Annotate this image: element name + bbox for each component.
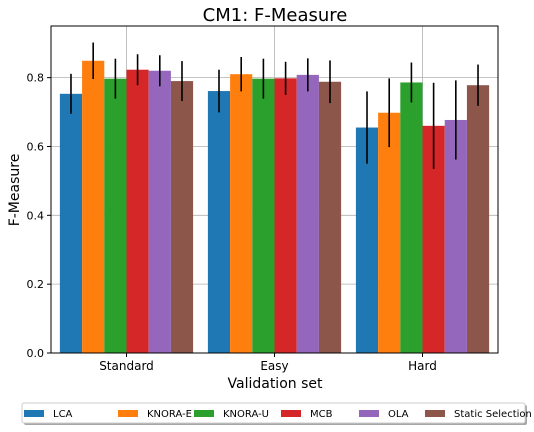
- bar-ola-standard: [148, 70, 171, 353]
- legend-swatch: [281, 410, 301, 417]
- y-tick-label: 0.2: [27, 278, 45, 291]
- bar-knora-e-hard: [378, 112, 401, 353]
- y-tick-label: 0.4: [27, 209, 45, 222]
- bar-lca-hard: [355, 127, 379, 353]
- x-ticks: Standard Easy Hard: [99, 353, 437, 373]
- y-tick-label: 0.6: [27, 140, 45, 153]
- bar-knora-u-hard: [400, 82, 423, 353]
- x-tick-label: Standard: [99, 359, 154, 373]
- legend-label: Static Selection: [454, 409, 532, 420]
- bar-knora-e-easy: [230, 74, 253, 353]
- y-ticks: 0.0 0.2 0.4 0.6 0.8: [27, 72, 51, 360]
- legend-label: MCB: [310, 409, 333, 420]
- bar-knora-u-standard: [104, 78, 127, 353]
- bar-lca-easy: [207, 91, 231, 353]
- chart-title: CM1: F-Measure: [203, 5, 348, 26]
- bar-mcb-hard: [422, 125, 445, 354]
- x-tick-label: Easy: [260, 359, 288, 373]
- bar-mcb-standard: [126, 69, 149, 354]
- error-bars: [70, 42, 479, 169]
- bar-static-selection-standard: [170, 81, 194, 354]
- y-axis-label: F-Measure: [7, 154, 23, 227]
- bar-knora-u-easy: [252, 78, 275, 353]
- bar-lca-standard: [59, 93, 83, 353]
- bar-static-selection-easy: [318, 81, 342, 353]
- x-axis-label: Validation set: [228, 376, 323, 392]
- bars: [59, 60, 490, 354]
- legend-label: LCA: [53, 409, 73, 420]
- x-tick-label: Hard: [408, 359, 437, 373]
- legend-label: OLA: [388, 409, 409, 420]
- y-tick-label: 0.8: [27, 72, 45, 85]
- bar-mcb-easy: [274, 78, 297, 353]
- legend-swatch: [194, 410, 214, 417]
- legend-label: KNORA-E: [147, 409, 192, 420]
- legend-swatch: [118, 410, 138, 417]
- y-tick-label: 0.0: [27, 347, 45, 360]
- bar-ola-hard: [444, 119, 467, 353]
- legend-swatch: [359, 410, 379, 417]
- bar-knora-e-standard: [82, 60, 105, 354]
- legend-label: KNORA-U: [223, 409, 269, 420]
- bar-ola-easy: [296, 74, 319, 353]
- legend-swatch: [24, 410, 44, 417]
- legend: LCA KNORA-E KNORA-U MCB OLA Static Selection: [21, 402, 532, 425]
- legend-swatch: [425, 410, 445, 417]
- bar-static-selection-hard: [466, 85, 490, 353]
